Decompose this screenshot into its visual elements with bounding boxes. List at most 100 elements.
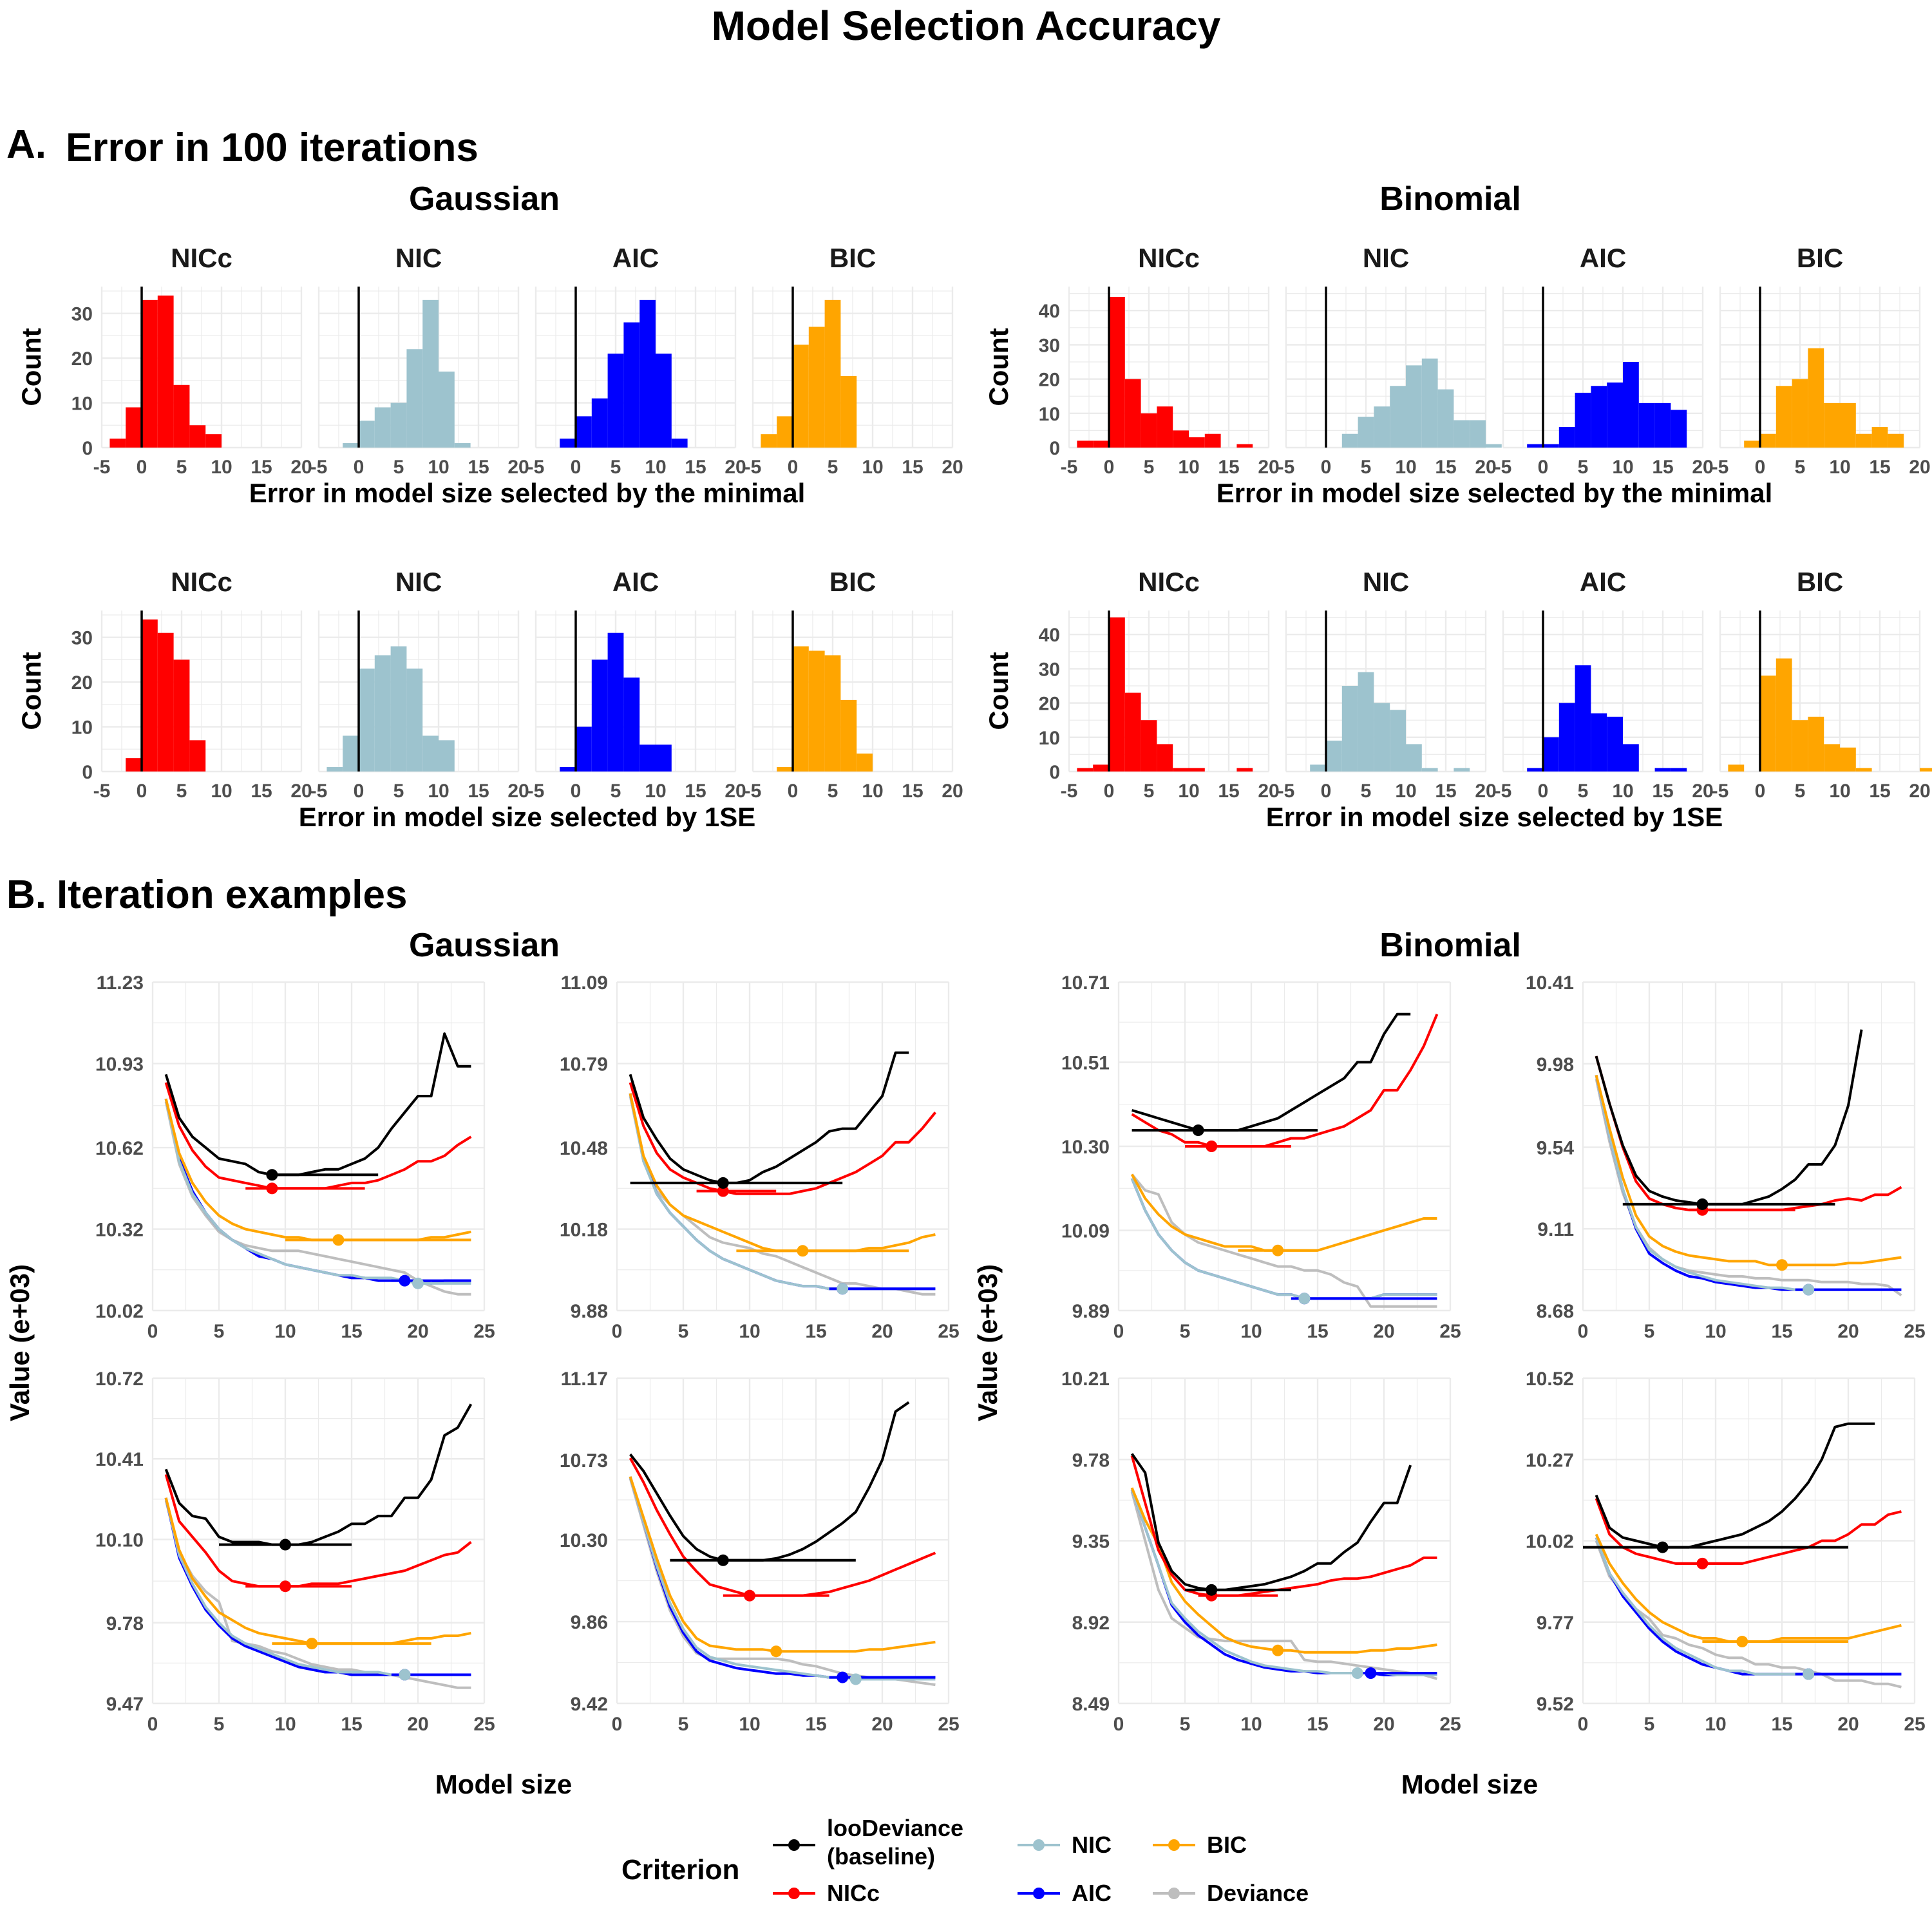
- histogram-bar: [1824, 402, 1840, 448]
- histogram-bar: [454, 443, 471, 448]
- histogram-bar: [1077, 768, 1094, 772]
- histogram-bar: [576, 416, 592, 448]
- histogram-binomial-nic: NIC -5 0 5 10 15 20: [1278, 243, 1502, 478]
- histogram-bar: [639, 744, 656, 772]
- y-tick-label: 20: [1039, 370, 1060, 391]
- histogram-bar: [1591, 713, 1607, 772]
- legend: Criterion looDeviance(baseline) NICc NIC AI…: [621, 1815, 1309, 1906]
- y-tick-label: 0: [1049, 438, 1060, 459]
- x-tick-label: 15: [468, 457, 489, 478]
- x-tick-label: 15: [1652, 781, 1673, 802]
- histogram-bar: [777, 416, 793, 448]
- x-tick-label: 5: [393, 781, 404, 802]
- x-tick-label: 5: [393, 457, 404, 478]
- panel-strip-label: BIC: [1797, 243, 1843, 273]
- x-tick-label: 10: [211, 781, 232, 802]
- x-tick-label: 15: [805, 1714, 826, 1735]
- histogram-bar: [157, 632, 174, 772]
- x-tick-label: 5: [1644, 1321, 1655, 1342]
- x-tick-label: 5: [1144, 781, 1155, 802]
- y-tick-label: 9.98: [1537, 1054, 1574, 1075]
- histogram-bar: [623, 677, 640, 772]
- legend-label: NICc: [827, 1880, 880, 1906]
- x-tick-label: 5: [1795, 457, 1806, 478]
- histogram-bar: [189, 740, 206, 772]
- histogram-bar: [205, 434, 222, 448]
- x-tick-label: 15: [902, 781, 923, 802]
- histogram-bar: [1543, 444, 1559, 448]
- legend-title: Criterion: [621, 1854, 739, 1886]
- panel-strip-label: NICc: [171, 567, 232, 597]
- x-tick-label: 25: [1439, 1321, 1461, 1342]
- histogram-bar: [793, 646, 809, 772]
- minimum-point-bic: [797, 1245, 809, 1257]
- x-tick-label: 20: [290, 457, 312, 478]
- x-tick-label: 20: [1373, 1714, 1394, 1735]
- minimum-point-loodeviance: [1206, 1584, 1218, 1596]
- x-tick-label: 5: [176, 457, 187, 478]
- histogram-bar: [1390, 710, 1406, 772]
- x-tick-label: 20: [1837, 1321, 1859, 1342]
- panel-strip-label: AIC: [612, 243, 659, 273]
- x-tick-label: -5: [527, 457, 545, 478]
- x-tick-label: 20: [507, 457, 529, 478]
- histogram-bar: [109, 439, 126, 448]
- y-tick-label: 10: [1039, 728, 1060, 749]
- x-tick-label: 5: [1180, 1321, 1191, 1342]
- line-panel-binomial-2-2: 9.52 9.77 10.02 10.27 10.52 0 5 10 15 20 25: [1526, 1368, 1926, 1735]
- x-tick-label: 20: [724, 781, 746, 802]
- x-tick-label: 25: [1904, 1714, 1925, 1735]
- y-tick-label: 9.86: [571, 1612, 608, 1633]
- histogram-bar: [560, 439, 576, 448]
- section-b-family-binomial: Binomial: [1379, 927, 1521, 964]
- x-tick-label: 0: [147, 1714, 158, 1735]
- minimum-point-loodeviance: [1192, 1124, 1204, 1137]
- histogram-bar: [189, 425, 206, 448]
- histogram-bar: [1341, 686, 1358, 772]
- y-tick-label: 10.41: [95, 1449, 144, 1470]
- histogram-bar: [1204, 433, 1221, 448]
- histogram-bar: [656, 354, 672, 448]
- x-tick-label: 5: [828, 781, 838, 802]
- histogram-bar: [1157, 406, 1173, 448]
- minimum-point-bic: [332, 1234, 345, 1246]
- x-tick-label: 15: [902, 457, 923, 478]
- minimum-point-bic: [1776, 1259, 1788, 1271]
- series-line-aic: [1130, 1489, 1437, 1676]
- legend-key-point: [1168, 1839, 1180, 1851]
- legend-key-point: [788, 1839, 800, 1851]
- histogram-bar: [1390, 386, 1406, 448]
- histogram-bar: [1840, 747, 1856, 772]
- histogram-bar: [1093, 440, 1109, 448]
- x-tick-label: 15: [685, 457, 706, 478]
- minimum-point-loodeviance: [1656, 1541, 1669, 1553]
- section-a-title: Error in 100 iterations: [66, 126, 478, 170]
- histogram-bar: [1776, 658, 1792, 772]
- histogram-bar: [1824, 744, 1840, 772]
- histogram-bar: [173, 384, 190, 448]
- panel-strip-label: BIC: [1797, 567, 1843, 597]
- x-tick-label: 20: [1692, 781, 1713, 802]
- panel-strip-label: BIC: [829, 243, 876, 273]
- x-tick-label: -5: [527, 781, 545, 802]
- x-tick-label: 10: [428, 781, 449, 802]
- histogram-bar: [857, 753, 873, 772]
- x-tick-label: 5: [1361, 457, 1372, 478]
- y-tick-label: 9.78: [1072, 1450, 1110, 1471]
- minimum-point-aic: [399, 1274, 411, 1287]
- x-tick-label: 15: [1869, 781, 1890, 802]
- y-tick-label: 40: [1039, 301, 1060, 322]
- histogram-bar: [1358, 417, 1374, 448]
- y-tick-label: 9.47: [106, 1694, 144, 1715]
- x-tick-label: 15: [805, 1321, 826, 1342]
- histogram-bar: [1808, 348, 1824, 448]
- histogram-bar: [126, 407, 142, 448]
- line-panel-gaussian-1-2: 9.88 10.18 10.48 10.79 11.09 0 5 10 15 20 25: [560, 972, 960, 1342]
- x-tick-label: 15: [1652, 457, 1673, 478]
- x-tick-label: 10: [1178, 457, 1199, 478]
- histogram-bar: [1406, 744, 1422, 772]
- y-tick-label: 10.30: [560, 1530, 608, 1551]
- x-tick-label: -5: [1495, 457, 1512, 478]
- histogram-bar: [1654, 768, 1671, 772]
- histogram-bar: [157, 295, 174, 448]
